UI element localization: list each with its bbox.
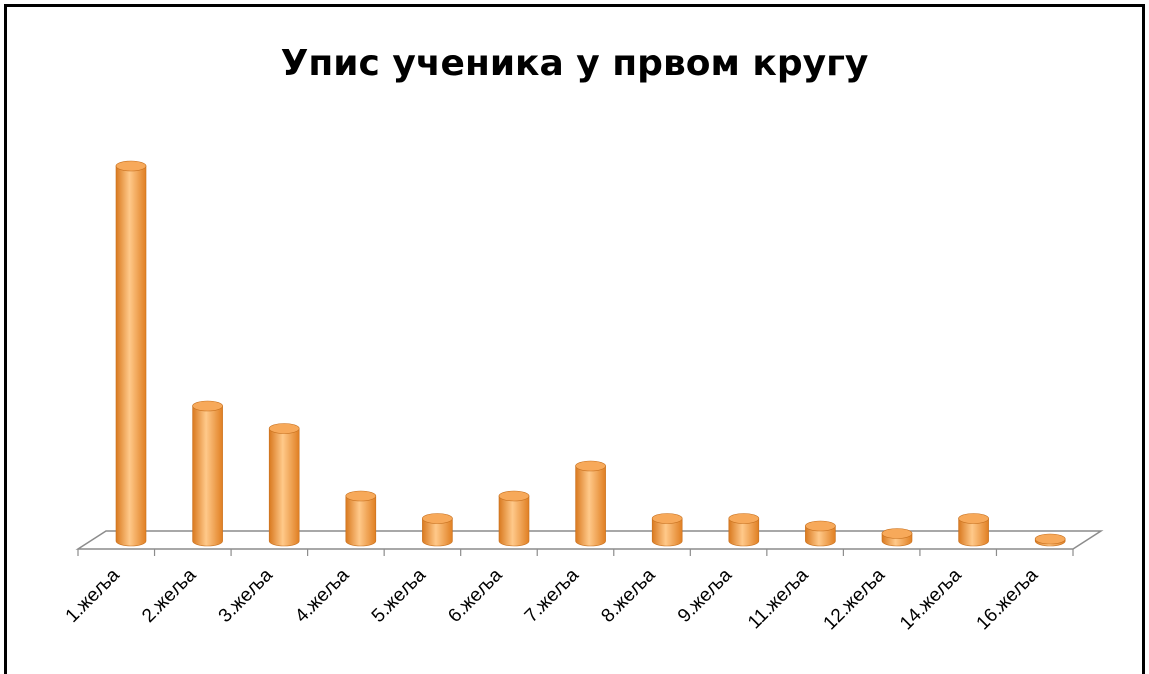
bar-body xyxy=(345,495,377,547)
x-tick-label: 8.жеља xyxy=(597,564,659,626)
bar xyxy=(728,513,760,547)
x-tick-label: 14.жеља xyxy=(896,564,966,634)
bar-top xyxy=(881,528,913,539)
bar-body xyxy=(651,518,683,547)
bar-body xyxy=(805,525,836,547)
bar xyxy=(805,520,836,547)
chart-frame: Упис ученика у првом кругу xyxy=(4,4,1145,674)
bar-body xyxy=(115,165,147,547)
bar xyxy=(575,460,606,547)
bar xyxy=(192,400,223,547)
bar-top xyxy=(575,460,606,472)
bar xyxy=(268,423,300,547)
bar xyxy=(115,160,147,547)
bar xyxy=(958,513,989,547)
x-tick-label: 9.жеља xyxy=(674,564,736,626)
x-tick-label: 2.жеља xyxy=(138,564,200,626)
bar xyxy=(881,528,913,547)
x-tick-label: 7.жеља xyxy=(521,564,583,626)
x-tick-label: 3.жеља xyxy=(215,564,277,626)
x-tick-label: 12.жеља xyxy=(820,564,890,634)
bar xyxy=(651,513,683,547)
bar-top xyxy=(958,513,989,524)
x-tick-label: 1.жеља xyxy=(62,564,124,626)
bar xyxy=(498,490,530,547)
bar-top xyxy=(728,513,760,524)
bar-top xyxy=(805,520,836,532)
x-tick-label: 16.жеља xyxy=(973,564,1043,634)
chart-title: Упис ученика у првом кругу xyxy=(280,43,869,84)
bar xyxy=(345,490,377,547)
bar-top xyxy=(1034,533,1066,545)
bar-top xyxy=(192,400,223,412)
x-tick-label: 6.жеља xyxy=(444,564,506,626)
bar-top xyxy=(422,513,453,524)
bar-body xyxy=(192,405,223,547)
bar xyxy=(422,513,453,547)
bar-top xyxy=(115,160,147,172)
bar xyxy=(1034,533,1066,547)
x-tick-labels: 1.жеља 2.жеља 3.жеља 4.жеља 5.жеља 6.жеља 7.же… xyxy=(62,564,1043,634)
bar-body xyxy=(728,518,760,547)
bar-top xyxy=(498,490,530,502)
bar-top xyxy=(345,490,377,502)
bar-top xyxy=(651,513,683,524)
bar-body xyxy=(575,465,606,547)
bar-top xyxy=(268,423,300,434)
bar-body xyxy=(958,518,989,547)
x-tick-label: 5.жеља xyxy=(368,564,430,626)
bar-body xyxy=(268,428,300,547)
x-tick-label: 11.жеља xyxy=(744,564,813,633)
bar-body xyxy=(422,518,453,547)
bars-group xyxy=(115,160,1066,547)
bar-body xyxy=(498,495,530,547)
x-tick-label: 4.жеља xyxy=(291,564,353,626)
